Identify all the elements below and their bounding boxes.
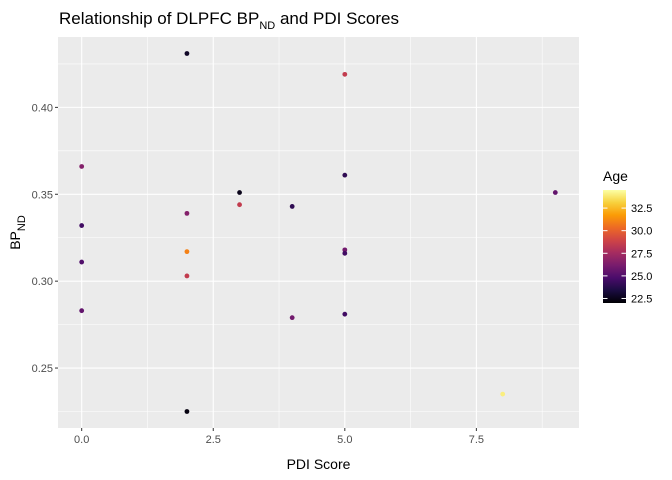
legend-colorbar <box>603 190 626 303</box>
data-point <box>342 247 348 253</box>
grid-major <box>58 37 579 428</box>
legend-tick-label: 25.0 <box>631 271 652 283</box>
data-point <box>342 71 348 77</box>
y-axis-title-main: BP <box>7 231 23 250</box>
data-point <box>79 223 85 228</box>
legend-tick-label: 22.5 <box>631 293 652 305</box>
x-tick-label: 2.5 <box>206 434 221 446</box>
data-point <box>184 273 190 279</box>
data-point <box>79 259 85 265</box>
legend-ticks: 22.5 25.0 27.5 30.0 32.5 <box>603 203 652 305</box>
data-point <box>184 409 190 414</box>
legend-tick-label: 32.5 <box>631 203 652 215</box>
y-axis-title: BPND <box>7 215 28 250</box>
data-point <box>79 308 85 314</box>
grid-minor <box>58 37 579 428</box>
y-tick-label: 0.40 <box>32 102 53 114</box>
data-point <box>289 204 295 209</box>
chart-title-subscript: ND <box>259 20 275 32</box>
y-tick-label: 0.25 <box>32 363 53 375</box>
x-tick-label: 7.5 <box>469 434 484 446</box>
x-axis-title: PDI Score <box>287 456 351 472</box>
data-point <box>342 311 348 317</box>
data-point <box>289 315 295 321</box>
data-point <box>184 51 190 56</box>
x-tick-label: 0.0 <box>74 434 89 446</box>
legend-tick-label: 30.0 <box>631 226 652 238</box>
color-legend: Age 22.5 25.0 27.5 30.0 32.5 <box>603 168 652 305</box>
data-point <box>79 164 85 169</box>
legend-title: Age <box>603 168 628 184</box>
chart-title-main: Relationship of DLPFC BP <box>59 9 259 28</box>
data-point <box>237 202 242 208</box>
data-point <box>184 210 190 216</box>
data-point <box>342 250 348 256</box>
chart-title-end: and PDI Scores <box>275 9 399 28</box>
data-point <box>184 249 190 255</box>
data-point <box>552 190 558 195</box>
y-tick-label: 0.30 <box>32 276 53 288</box>
x-tick-label: 5.0 <box>337 434 352 446</box>
data-point <box>237 190 242 195</box>
y-axis-title-subscript: ND <box>16 215 28 231</box>
y-tick-label: 0.35 <box>32 189 53 201</box>
x-axis: 0.0 2.5 5.0 7.5 <box>74 428 484 446</box>
chart-title: Relationship of DLPFC BPND and PDI Score… <box>59 9 399 32</box>
legend-tick-label: 27.5 <box>631 248 652 260</box>
data-point <box>342 172 348 178</box>
plot-panel <box>58 37 579 428</box>
data-points <box>79 51 558 414</box>
data-point <box>500 391 506 397</box>
y-axis: 0.25 0.30 0.35 0.40 <box>32 102 58 375</box>
